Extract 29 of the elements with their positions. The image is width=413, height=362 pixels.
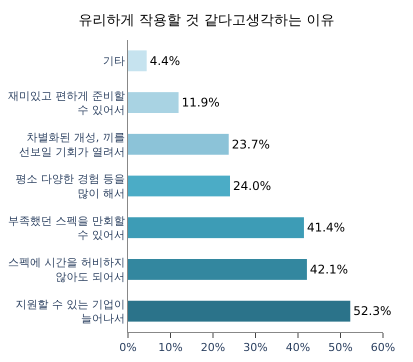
y-tick-label: 차별화된 개성, 끼를 선보일 기회가 열려서 (18, 130, 125, 158)
x-tick-label: 20% (200, 341, 226, 354)
x-tick-label: 40% (286, 341, 310, 354)
bar (128, 50, 147, 72)
data-label: 23.7% (232, 137, 270, 152)
y-tick-label: 기타 (102, 54, 125, 68)
bar (128, 134, 229, 155)
chart-title: 유리하게 작용할 것 같다고생각하는 이유 (78, 12, 334, 28)
data-label: 52.3% (353, 304, 392, 318)
x-tick-label: 30% (243, 341, 268, 354)
y-tick-label: 부족했던 스펙을 만회할 수 있어서 (8, 214, 125, 242)
x-tick-label: 50% (328, 341, 353, 354)
x-tick-label: 10% (158, 341, 183, 354)
y-tick-label: 스펙에 시간을 허비하지 않아도 되어서 (8, 256, 125, 284)
bar (128, 176, 230, 196)
data-label: 11.9% (182, 96, 220, 110)
y-tick-label: 평소 다양한 경험 등을 많이 해서 (15, 172, 125, 200)
y-tick-label: 지원할 수 있는 기업이 늘어나서 (15, 298, 125, 326)
x-tick-label: 60% (370, 341, 396, 354)
bar (128, 217, 304, 238)
data-label: 42.1% (310, 262, 348, 276)
bar (128, 259, 307, 280)
data-label: 41.4% (306, 220, 346, 235)
data-label: 4.4% (150, 54, 180, 68)
bar (128, 92, 179, 113)
x-tick-label: 0% (119, 341, 137, 354)
bar (128, 300, 350, 322)
y-tick-label: 재미있고 편하게 준비할 수 있어서 (8, 89, 125, 117)
data-label: 24.0% (233, 179, 272, 193)
